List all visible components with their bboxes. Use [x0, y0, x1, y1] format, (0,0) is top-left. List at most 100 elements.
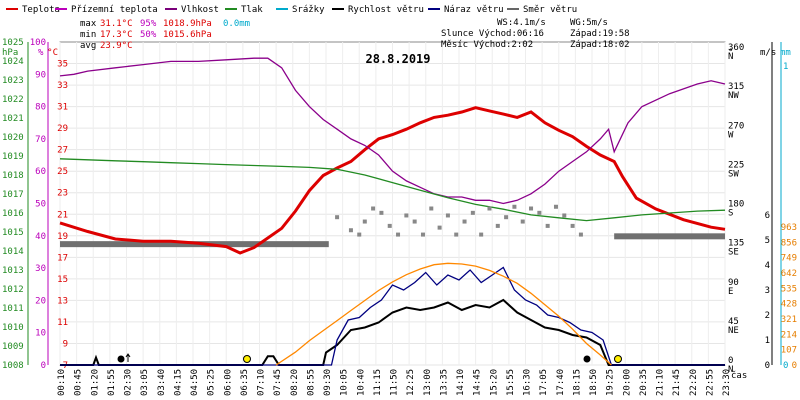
direction-point — [562, 213, 567, 218]
tick-direction-name: E — [728, 287, 733, 297]
tick-time: 08:55 — [306, 369, 316, 396]
tick-time: 10:40 — [356, 369, 366, 396]
tick-humidity: 20 — [35, 296, 46, 306]
tick-time: 20:00 — [622, 369, 632, 396]
tick-direction-name: NW — [728, 91, 739, 101]
moon-rise-icon — [117, 355, 125, 363]
axis-unit-pressure: hPa — [2, 48, 18, 58]
tick-direction: 225 — [728, 160, 744, 170]
tick-temperature: 19 — [57, 232, 68, 242]
axis-unit-temperature: °C — [47, 48, 58, 58]
tick-time: 07:10 — [257, 369, 267, 396]
moon-set-icon — [583, 355, 591, 363]
axis-unit-rain: mm — [780, 48, 791, 58]
direction-point — [379, 210, 384, 215]
axis-label-time: čas — [731, 370, 747, 381]
tick-direction-name: SE — [728, 248, 739, 258]
stat-max-rain: 0.0mm — [223, 19, 250, 29]
tick-time: 14:45 — [473, 369, 483, 396]
tick-direction: 180 — [728, 200, 744, 210]
tick-radiation: 856 — [781, 238, 797, 248]
tick-temperature: 23 — [57, 189, 68, 199]
tick-temperature: 21 — [57, 210, 68, 220]
series-line — [59, 106, 726, 255]
tick-time: 03:40 — [157, 369, 167, 396]
tick-temperature: 15 — [57, 275, 68, 285]
direction-point — [445, 213, 450, 218]
legend-label: Rychlost větru — [348, 5, 424, 15]
tick-time: 01:55 — [107, 369, 117, 396]
tick-temperature: 17 — [57, 253, 68, 263]
legend-label: Vlhkost — [181, 5, 219, 15]
tick-time: 17:05 — [539, 369, 549, 396]
series-line — [60, 298, 725, 366]
tick-direction: 135 — [728, 239, 744, 249]
tick-time: 08:20 — [290, 369, 300, 396]
info-sun-rise: Slunce Východ:06:16 — [441, 29, 544, 39]
tick-humidity: 90 — [35, 70, 46, 80]
tick-radiation: 321 — [781, 315, 797, 325]
tick-pressure: 1015 — [2, 228, 24, 238]
tick-time: 13:35 — [439, 369, 449, 396]
tick-radiation: 214 — [781, 330, 797, 340]
tick-time: 13:00 — [423, 369, 433, 396]
stat-max-press: 1018.9hPa — [163, 19, 212, 29]
tick-temperature: 35 — [57, 60, 68, 70]
tick-wind: 2 — [765, 311, 770, 321]
tick-direction: 360 — [728, 43, 744, 53]
tick-radiation: 107 — [781, 346, 797, 356]
direction-point — [420, 232, 425, 237]
arrow-up-icon — [125, 353, 131, 362]
tick-direction: 90 — [728, 278, 739, 288]
tick-time: 20:35 — [639, 369, 649, 396]
tick-pressure: 1023 — [2, 76, 24, 86]
tick-pressure: 1014 — [2, 247, 24, 257]
tick-pressure: 1012 — [2, 285, 24, 295]
direction-point — [520, 219, 525, 224]
tick-time: 04:15 — [173, 369, 183, 396]
tick-wind: 1 — [765, 336, 770, 346]
tick-pressure: 1016 — [2, 209, 24, 219]
tick-direction-name: N — [728, 52, 733, 62]
tick-time: 12:25 — [406, 369, 416, 396]
tick-direction: 45 — [728, 317, 739, 327]
tick-humidity: 80 — [35, 103, 46, 113]
stat-min-temp: 17.3°C — [100, 30, 133, 40]
legend-label: Srážky — [292, 5, 325, 15]
tick-time: 02:30 — [124, 369, 134, 396]
direction-point — [454, 232, 459, 237]
direction-point — [362, 219, 367, 224]
tick-pressure: 1020 — [2, 133, 24, 143]
tick-time: 03:05 — [140, 369, 150, 396]
legend-label: Tlak — [241, 5, 263, 15]
direction-point — [404, 213, 409, 218]
tick-time: 21:45 — [672, 369, 682, 396]
tick-radiation: 642 — [781, 269, 797, 279]
direction-point — [462, 219, 467, 224]
tick-time: 00:10 — [57, 369, 67, 396]
tick-temperature: 25 — [57, 167, 68, 177]
tick-pressure: 1019 — [2, 152, 24, 162]
tick-pressure: 1017 — [2, 190, 24, 200]
tick-time: 19:25 — [606, 369, 616, 396]
tick-pressure: 1013 — [2, 266, 24, 276]
tick-direction: 0 — [728, 356, 733, 366]
direction-point — [487, 206, 492, 211]
tick-time: 18:50 — [589, 369, 599, 396]
series-line — [59, 57, 726, 205]
tick-time: 05:25 — [207, 369, 217, 396]
tick-radiation: 428 — [781, 300, 797, 310]
grid — [59, 42, 726, 366]
axis-unit-direction: ° — [728, 48, 733, 58]
tick-direction-name: NE — [728, 326, 739, 336]
tick-humidity: 0 — [41, 361, 46, 371]
tick-wind: 4 — [765, 261, 770, 271]
stat-min-label: min — [80, 30, 96, 40]
tick-humidity: 30 — [35, 264, 46, 274]
axis-unit-wind: m/s — [760, 48, 776, 58]
direction-point — [537, 210, 542, 215]
direction-point — [495, 223, 500, 228]
tick-humidity: 60 — [35, 167, 46, 177]
info-sun-set: Západ:19:58 — [570, 29, 630, 39]
